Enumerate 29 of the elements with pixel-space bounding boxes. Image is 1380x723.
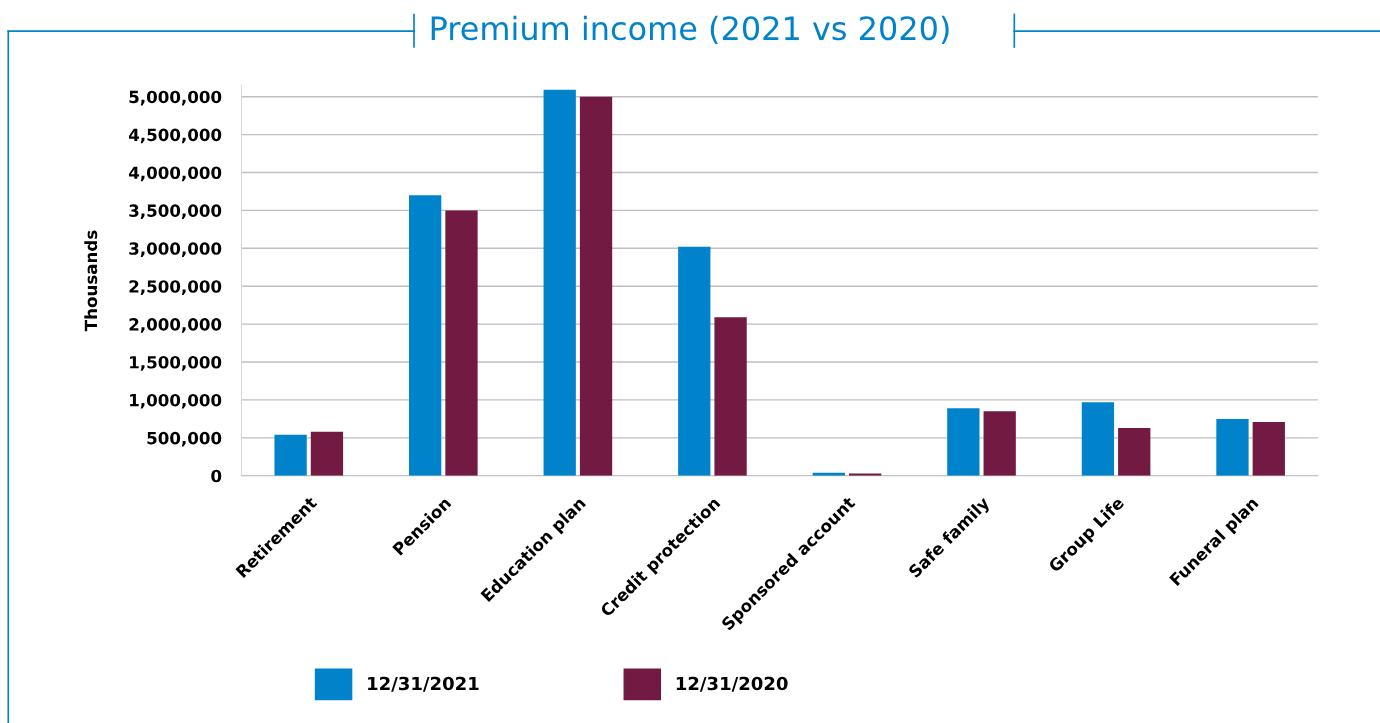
y-tick-label: 1,000,000 xyxy=(130,393,222,409)
legend-label: 12/31/2021 xyxy=(368,676,479,692)
bar xyxy=(409,195,442,476)
y-tick-label: 500,000 xyxy=(147,431,222,447)
bar xyxy=(1216,418,1249,476)
bar xyxy=(983,411,1016,476)
bar xyxy=(445,210,478,476)
bar xyxy=(543,89,576,476)
y-tick-label: 2,500,000 xyxy=(129,280,222,295)
bar xyxy=(274,434,307,476)
bar xyxy=(714,317,747,476)
bar xyxy=(310,431,344,476)
y-tick-label: 3,500,000 xyxy=(129,204,222,220)
bar xyxy=(1081,402,1115,476)
y-tick-label: 5,000,000 xyxy=(129,90,222,106)
y-tick-label: 4,500,000 xyxy=(128,128,222,144)
y-tick-label: 0 xyxy=(211,469,222,483)
bar xyxy=(947,408,980,476)
bar xyxy=(579,96,613,476)
chart-title: Premium income (2021 vs 2020) xyxy=(431,15,949,45)
y-tick-label: 2,000,000 xyxy=(129,318,222,333)
bar xyxy=(678,246,711,476)
y-tick-label: 3,000,000 xyxy=(129,242,222,257)
y-axis-title: Thousands xyxy=(84,230,98,332)
bar xyxy=(1252,421,1285,476)
y-tick-label: 1,500,000 xyxy=(130,355,222,371)
y-tick-label: 4,000,000 xyxy=(128,166,222,182)
bar xyxy=(1118,427,1151,476)
legend-label: 12/31/2020 xyxy=(676,676,788,692)
